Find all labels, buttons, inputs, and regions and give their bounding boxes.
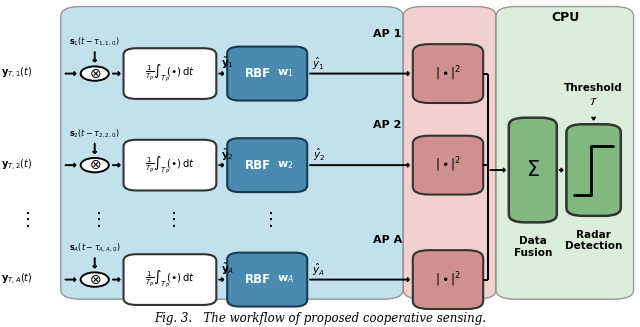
FancyBboxPatch shape (413, 44, 483, 103)
Text: $\vdots$: $\vdots$ (89, 210, 100, 229)
Circle shape (81, 272, 109, 287)
Text: RBF: RBF (244, 159, 271, 172)
Text: $|\bullet|^2$: $|\bullet|^2$ (435, 270, 461, 289)
FancyBboxPatch shape (227, 46, 307, 101)
FancyBboxPatch shape (496, 7, 634, 299)
Text: $\mathbf{s}_A(t-\tau_{A,A,0})$: $\mathbf{s}_A(t-\tau_{A,A,0})$ (69, 242, 120, 254)
Text: $\vdots$: $\vdots$ (19, 210, 30, 229)
Text: AP 1: AP 1 (373, 28, 401, 39)
Text: $\frac{1}{T_P}\int_{T_P}\!(\bullet)\,\mathrm{d}t$: $\frac{1}{T_P}\int_{T_P}\!(\bullet)\,\ma… (145, 154, 195, 176)
FancyBboxPatch shape (403, 7, 496, 299)
Text: $\tilde{\mathbf{y}}_A$: $\tilde{\mathbf{y}}_A$ (221, 262, 234, 277)
FancyBboxPatch shape (124, 140, 216, 190)
Circle shape (81, 158, 109, 172)
Text: $\frac{1}{T_P}\int_{T_P}\!(\bullet)\,\mathrm{d}t$: $\frac{1}{T_P}\int_{T_P}\!(\bullet)\,\ma… (145, 269, 195, 290)
Text: $\mathbf{s}_2(t-\tau_{2,2,0})$: $\mathbf{s}_2(t-\tau_{2,2,0})$ (69, 128, 120, 140)
Text: Radar
Detection: Radar Detection (565, 230, 622, 251)
Text: $\tilde{\mathbf{y}}_2$: $\tilde{\mathbf{y}}_2$ (221, 148, 234, 163)
Text: CPU: CPU (551, 11, 579, 25)
Text: $\frac{1}{T_P}\int_{T_P}\!(\bullet)\,\mathrm{d}t$: $\frac{1}{T_P}\int_{T_P}\!(\bullet)\,\ma… (145, 63, 195, 84)
Text: AP 2: AP 2 (373, 120, 401, 130)
Text: $\hat{y}_2$: $\hat{y}_2$ (312, 147, 325, 164)
Text: $\mathbf{w}_A$: $\mathbf{w}_A$ (276, 274, 294, 285)
Text: $\hat{y}_1$: $\hat{y}_1$ (312, 56, 325, 72)
FancyBboxPatch shape (509, 118, 557, 222)
Text: $\Sigma$: $\Sigma$ (526, 160, 540, 180)
Text: $|\bullet|^2$: $|\bullet|^2$ (435, 64, 461, 83)
Text: $\vdots$: $\vdots$ (261, 210, 273, 229)
Text: Fig. 3.   The workflow of proposed cooperative sensing.: Fig. 3. The workflow of proposed coopera… (154, 312, 486, 325)
Text: $\mathbf{y}_{T,1}(t)$: $\mathbf{y}_{T,1}(t)$ (1, 66, 33, 81)
Text: $\mathbf{y}_{T,2}(t)$: $\mathbf{y}_{T,2}(t)$ (1, 158, 33, 173)
FancyBboxPatch shape (227, 252, 307, 307)
FancyBboxPatch shape (124, 48, 216, 99)
Text: $\tilde{\mathbf{y}}_1$: $\tilde{\mathbf{y}}_1$ (221, 56, 234, 71)
Text: $\mathbf{w}_2$: $\mathbf{w}_2$ (277, 159, 293, 171)
Text: RBF: RBF (244, 67, 271, 80)
Text: $\otimes$: $\otimes$ (88, 273, 101, 286)
Text: $\mathbf{y}_{T,A}(t)$: $\mathbf{y}_{T,A}(t)$ (1, 272, 33, 287)
Text: Data
Fusion: Data Fusion (514, 236, 552, 258)
Text: AP A: AP A (372, 234, 402, 245)
Text: $\hat{y}_A$: $\hat{y}_A$ (312, 262, 325, 278)
Text: $\otimes$: $\otimes$ (88, 158, 101, 172)
Text: $\mathbf{w}_1$: $\mathbf{w}_1$ (277, 68, 293, 79)
Text: $\mathbf{s}_1(t-\tau_{1,1,0})$: $\mathbf{s}_1(t-\tau_{1,1,0})$ (69, 36, 120, 48)
FancyBboxPatch shape (227, 138, 307, 192)
Text: RBF: RBF (244, 273, 271, 286)
Circle shape (81, 66, 109, 81)
FancyBboxPatch shape (413, 250, 483, 309)
Text: $\otimes$: $\otimes$ (88, 67, 101, 80)
FancyBboxPatch shape (124, 254, 216, 305)
Text: $\vdots$: $\vdots$ (164, 210, 176, 229)
FancyBboxPatch shape (413, 136, 483, 195)
FancyBboxPatch shape (61, 7, 403, 299)
Text: $|\bullet|^2$: $|\bullet|^2$ (435, 156, 461, 174)
Text: Threshold
$\mathcal{T}$: Threshold $\mathcal{T}$ (564, 83, 623, 107)
FancyBboxPatch shape (566, 124, 621, 216)
